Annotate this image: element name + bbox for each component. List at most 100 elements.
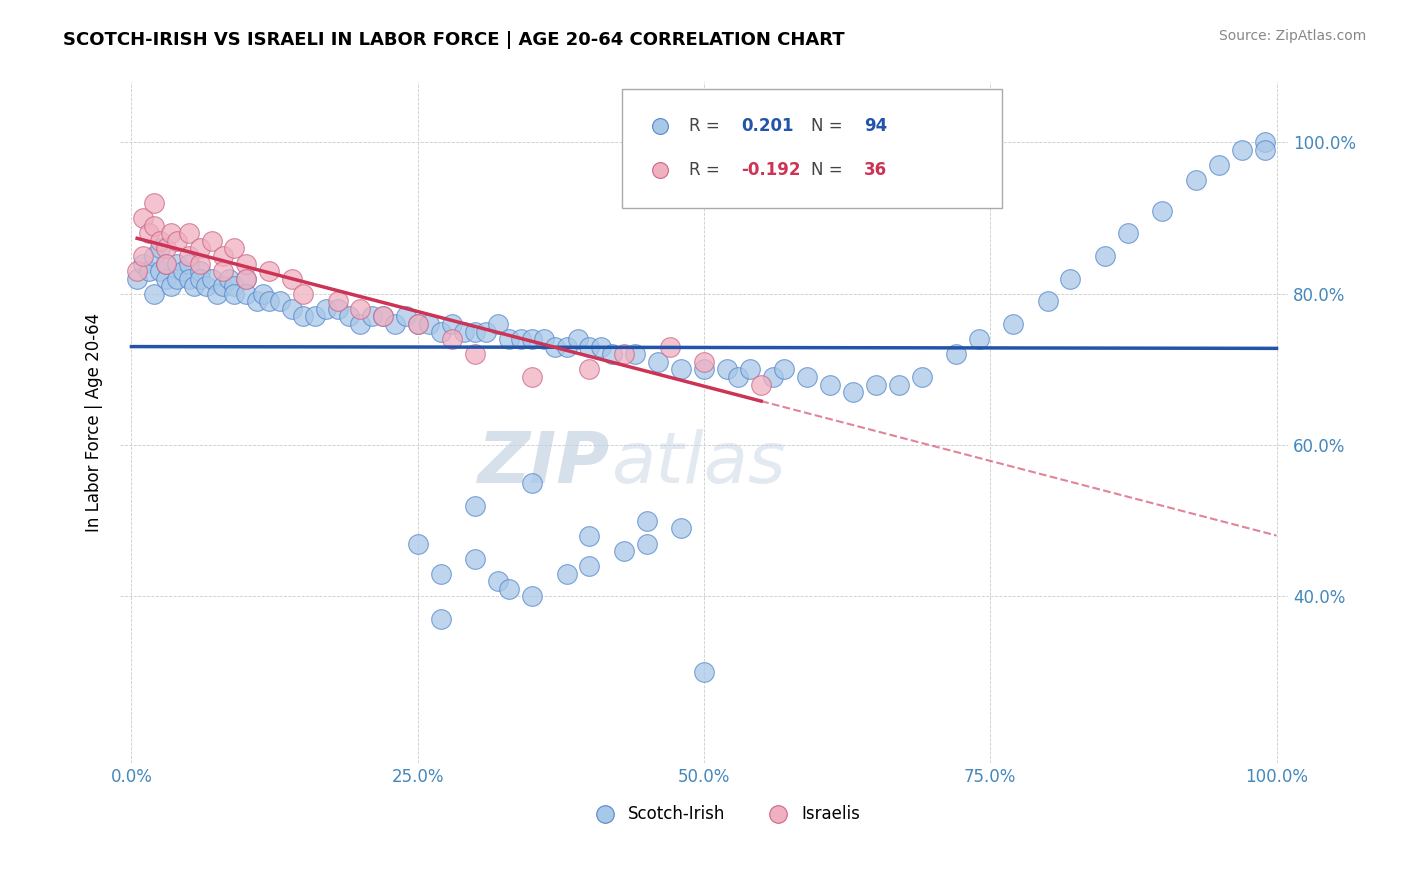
Point bbox=[429, 612, 451, 626]
Point bbox=[212, 264, 235, 278]
Point bbox=[349, 317, 371, 331]
Point bbox=[177, 226, 200, 240]
Point bbox=[669, 521, 692, 535]
Point bbox=[716, 362, 738, 376]
Point bbox=[738, 362, 761, 376]
Point bbox=[149, 264, 172, 278]
Point bbox=[183, 279, 205, 293]
Point bbox=[406, 317, 429, 331]
Point bbox=[693, 362, 716, 376]
Point bbox=[429, 566, 451, 581]
Point bbox=[200, 271, 222, 285]
Point bbox=[647, 355, 669, 369]
Point bbox=[727, 370, 749, 384]
Point bbox=[280, 301, 302, 316]
Point bbox=[132, 249, 155, 263]
Point bbox=[149, 234, 172, 248]
Point bbox=[578, 340, 600, 354]
Point bbox=[865, 377, 887, 392]
Point bbox=[395, 310, 418, 324]
Point bbox=[1230, 143, 1253, 157]
Point bbox=[188, 256, 211, 270]
Point bbox=[143, 196, 166, 211]
Point bbox=[578, 559, 600, 574]
Point bbox=[624, 347, 647, 361]
Point bbox=[143, 286, 166, 301]
Point bbox=[1036, 294, 1059, 309]
Point bbox=[207, 286, 229, 301]
Point bbox=[188, 241, 211, 255]
Point bbox=[235, 271, 257, 285]
Point bbox=[555, 566, 578, 581]
Text: Israelis: Israelis bbox=[801, 805, 860, 823]
Text: N =: N = bbox=[811, 117, 844, 136]
Point bbox=[533, 332, 555, 346]
Point bbox=[1254, 136, 1277, 150]
Point bbox=[522, 590, 544, 604]
Point bbox=[235, 256, 257, 270]
Point bbox=[509, 332, 531, 346]
Point bbox=[269, 294, 291, 309]
Point bbox=[188, 271, 211, 285]
Text: Source: ZipAtlas.com: Source: ZipAtlas.com bbox=[1219, 29, 1367, 43]
Point bbox=[212, 249, 235, 263]
Text: atlas: atlas bbox=[610, 429, 785, 498]
Point bbox=[337, 310, 360, 324]
Point bbox=[842, 385, 865, 400]
Point bbox=[1002, 317, 1025, 331]
Point bbox=[555, 340, 578, 354]
Text: 94: 94 bbox=[865, 117, 887, 136]
Point bbox=[224, 279, 246, 293]
Point bbox=[567, 332, 589, 346]
Point bbox=[155, 271, 177, 285]
Point bbox=[384, 317, 406, 331]
Text: 0.201: 0.201 bbox=[741, 117, 794, 136]
Point bbox=[361, 310, 384, 324]
Point bbox=[498, 332, 520, 346]
Text: Scotch-Irish: Scotch-Irish bbox=[628, 805, 725, 823]
Point bbox=[522, 475, 544, 490]
Point bbox=[544, 340, 567, 354]
Point bbox=[1254, 143, 1277, 157]
Point bbox=[246, 294, 269, 309]
Point bbox=[887, 377, 910, 392]
Point bbox=[166, 271, 188, 285]
Point bbox=[177, 256, 200, 270]
Point bbox=[235, 271, 257, 285]
Point bbox=[326, 301, 349, 316]
Point bbox=[522, 370, 544, 384]
Text: ZIP: ZIP bbox=[478, 429, 610, 498]
Point bbox=[762, 370, 785, 384]
Point bbox=[132, 256, 155, 270]
Point bbox=[636, 536, 658, 550]
Point bbox=[945, 347, 967, 361]
Text: -0.192: -0.192 bbox=[741, 161, 801, 179]
Point bbox=[166, 234, 188, 248]
Point bbox=[589, 340, 612, 354]
Point bbox=[172, 264, 194, 278]
Point bbox=[441, 317, 464, 331]
Point bbox=[669, 362, 692, 376]
Point bbox=[252, 286, 274, 301]
Point bbox=[373, 310, 395, 324]
Point bbox=[486, 574, 509, 589]
Point bbox=[475, 325, 498, 339]
Point bbox=[464, 499, 486, 513]
Point bbox=[486, 317, 509, 331]
Point bbox=[602, 347, 624, 361]
Point bbox=[218, 271, 240, 285]
Point bbox=[235, 286, 257, 301]
Point bbox=[304, 310, 326, 324]
Point bbox=[177, 249, 200, 263]
Point bbox=[498, 582, 520, 596]
Point bbox=[1208, 158, 1230, 172]
Point bbox=[613, 347, 636, 361]
Point bbox=[155, 256, 177, 270]
Text: N =: N = bbox=[811, 161, 844, 179]
Point bbox=[1185, 173, 1208, 187]
Point bbox=[1094, 249, 1116, 263]
Point bbox=[650, 234, 672, 248]
Y-axis label: In Labor Force | Age 20-64: In Labor Force | Age 20-64 bbox=[86, 313, 103, 532]
Point bbox=[160, 279, 183, 293]
Point bbox=[453, 325, 475, 339]
